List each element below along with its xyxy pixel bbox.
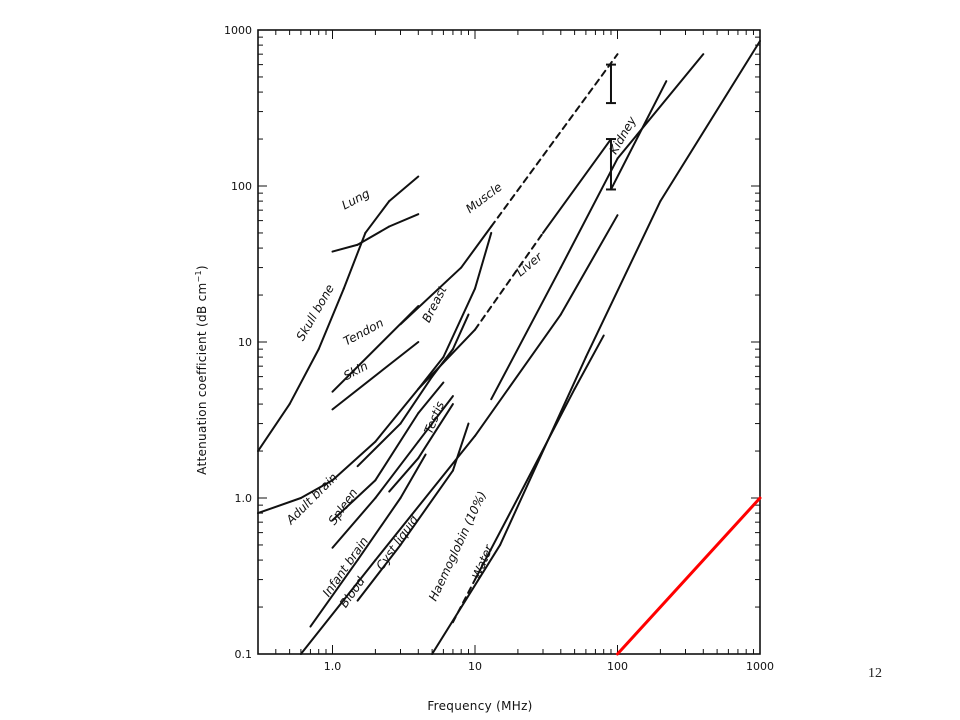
series-line-17 <box>584 200 662 359</box>
series-adult-brain <box>474 231 493 290</box>
page-number: 12 <box>868 666 882 681</box>
series-spleen <box>417 381 445 415</box>
series-adult-brain <box>442 287 477 359</box>
series-adult-brain <box>374 387 420 443</box>
label-cyst-liquid: Cyst liquid <box>373 512 421 572</box>
series-infant-brain <box>374 440 420 499</box>
series-adult-brain <box>299 479 334 499</box>
series-skull-bone <box>388 175 420 203</box>
series-haemoglobin-10 <box>474 313 562 437</box>
series-breast <box>451 313 470 351</box>
y-axis-title-main: Attenuation coefficient (dB cm <box>195 283 209 475</box>
series-muscle <box>460 225 493 269</box>
label-muscle: Muscle <box>463 180 505 216</box>
series-breast <box>399 375 434 425</box>
series-line-16 <box>490 266 562 401</box>
series-kidney <box>609 80 668 191</box>
series-infant-brain <box>417 395 454 443</box>
y-tick-label: 10 <box>238 336 252 349</box>
x-tick-label: 10 <box>468 660 482 673</box>
series-blood <box>399 453 427 499</box>
label-lung: Lung <box>339 186 372 212</box>
series-line-16 <box>559 157 619 269</box>
y-axis-title-exponent: −1 <box>194 270 203 282</box>
series-water <box>573 334 605 390</box>
series-line-18 <box>616 496 762 656</box>
series-blood <box>309 559 359 628</box>
series-spleen <box>331 479 377 522</box>
label-haemoglobin-10: Haemoglobin (10%) <box>426 489 489 603</box>
series-line-17 <box>431 543 502 655</box>
label-water: Water <box>469 542 496 581</box>
series-breast <box>356 422 402 468</box>
label-skin: Skin <box>341 359 370 383</box>
series-water <box>474 497 519 581</box>
x-tick-label: 100 <box>607 660 628 673</box>
series-muscle <box>399 266 463 326</box>
series-adult-brain <box>257 497 302 515</box>
y-tick-label: 100 <box>231 180 252 193</box>
series-testis <box>388 457 420 493</box>
series-muscle <box>490 53 619 228</box>
label-tendon: Tendon <box>341 316 386 349</box>
y-axis-title: Attenuation coefficient (dB cm−1) <box>194 265 209 475</box>
series-testis <box>417 403 454 460</box>
y-tick-label: 0.1 <box>235 648 253 661</box>
series-haemoglobin-10 <box>374 434 477 562</box>
x-axis-title: Frequency (MHz) <box>427 699 532 713</box>
series-line-17 <box>499 356 587 546</box>
y-tick-label: 1.0 <box>235 492 253 505</box>
series-liver <box>474 231 544 331</box>
series-skull-bone <box>257 403 291 453</box>
series-blood <box>356 497 402 562</box>
series-skull-bone <box>342 231 367 290</box>
series-skull-bone <box>288 348 320 406</box>
series-adult-brain <box>331 440 377 482</box>
x-tick-label: 1000 <box>746 660 774 673</box>
series-lung <box>331 243 359 253</box>
x-tick-label: 1.0 <box>324 660 342 673</box>
series-liver <box>417 328 477 390</box>
series-haemoglobin-10 <box>299 559 377 655</box>
series-liver <box>541 138 612 234</box>
series-infant-brain <box>331 497 377 549</box>
label-kidney: Kidney <box>606 113 639 156</box>
series-skull-bone <box>317 287 345 351</box>
series-cyst-liquid <box>399 469 454 546</box>
series-line-16 <box>616 53 705 160</box>
series-spleen <box>374 412 420 482</box>
series-haemoglobin-10 <box>559 214 619 316</box>
series-lung <box>388 213 420 228</box>
series-water <box>451 578 477 624</box>
series-skin <box>331 341 420 411</box>
series-line-17 <box>659 40 761 203</box>
y-tick-label: 1000 <box>224 24 252 37</box>
series-skull-bone <box>364 200 391 234</box>
plot-frame <box>257 29 761 655</box>
series-cyst-liquid <box>451 422 470 472</box>
y-axis-title-suffix: ) <box>195 265 209 270</box>
label-skull-bone: Skull bone <box>294 282 337 343</box>
series-cyst-liquid <box>356 543 402 602</box>
